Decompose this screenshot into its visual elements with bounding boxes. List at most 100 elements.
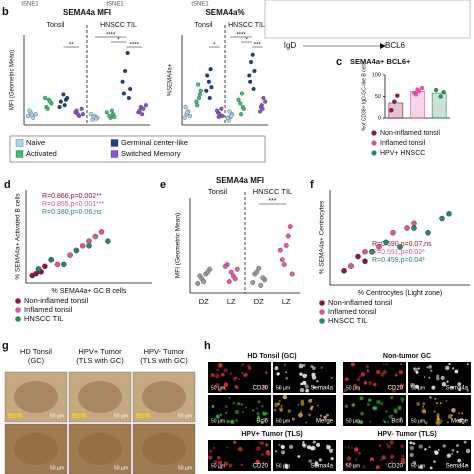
ihc-image: [132, 423, 196, 474]
channel-label: Merge: [316, 419, 334, 425]
plot-title: SEMA4a MFI: [216, 176, 264, 185]
cell-signal: [241, 371, 244, 374]
dot: [207, 95, 212, 101]
dot: [79, 106, 84, 111]
cell-signal: [243, 374, 246, 377]
plot-title: SEMA4a%: [205, 8, 244, 17]
dot: [252, 68, 257, 74]
cell-signal: [428, 364, 432, 369]
significance: **: [69, 43, 74, 49]
scale-label: 50 µm: [346, 418, 360, 424]
cell-signal: [316, 380, 319, 383]
cell-signal: [358, 452, 361, 455]
scale-label: 50 µm: [114, 413, 128, 419]
dot: [48, 256, 54, 263]
cell-signal: [266, 451, 271, 456]
cell-signal: [394, 373, 398, 377]
legend-label: HPV+ HNSCC: [380, 150, 425, 157]
cell-signal: [399, 383, 405, 388]
cell-signal: [299, 372, 303, 376]
x-tick-label: LZ: [227, 297, 236, 306]
cell-signal: [466, 464, 468, 466]
dot: [389, 108, 394, 113]
cell-signal: [302, 443, 306, 447]
cell-signal: [442, 444, 446, 448]
dot: [58, 99, 63, 104]
cell-signal: [256, 446, 261, 451]
cell-signal: [308, 459, 312, 463]
dot: [256, 265, 262, 271]
cell-signal: [366, 369, 370, 373]
cell-signal: [307, 445, 311, 450]
cell-signal: [365, 364, 370, 369]
cell-signal: [308, 413, 312, 417]
cell-signal: [230, 419, 235, 424]
cell-signal: [352, 463, 356, 467]
image-title: HPV+ Tumor: [78, 347, 122, 356]
dot: [107, 113, 112, 119]
cell-signal: [359, 396, 364, 401]
dot: [196, 95, 202, 101]
dot: [279, 257, 285, 263]
cell-signal: [312, 440, 316, 444]
cell-signal: [319, 414, 323, 417]
dot: [239, 112, 244, 117]
cell-signal: [385, 410, 388, 413]
panel-a-box: [264, 0, 471, 39]
cell-signal: [426, 366, 429, 369]
cell-signal: [344, 377, 349, 382]
cell-signal: [387, 421, 390, 424]
dot: [35, 266, 42, 272]
cell-signal: [284, 364, 286, 366]
x-axis-label: % Centrocytes (Light zone): [358, 290, 442, 297]
cell-signal: [358, 388, 361, 391]
dot: [27, 108, 32, 113]
x-tick-label: DZ: [199, 297, 209, 306]
cell-signal: [390, 396, 394, 400]
cell-signal: [311, 366, 316, 371]
dot: [94, 116, 99, 121]
legend-label: Activated: [26, 149, 57, 158]
cell-signal: [302, 373, 307, 379]
significance: ****: [236, 33, 246, 39]
x-tick-label: LZ: [282, 297, 291, 306]
cell-signal: [299, 387, 305, 393]
dot: [205, 73, 210, 78]
cell-signal: [316, 442, 321, 447]
cell-signal: [372, 406, 376, 410]
dot: [204, 88, 209, 93]
dot: [89, 112, 94, 117]
legend-marker: [371, 140, 377, 146]
cell-signal: [393, 408, 398, 413]
cell-signal: [276, 402, 280, 406]
cell-signal: [379, 458, 382, 461]
cell-signal: [360, 412, 364, 416]
dot: [258, 282, 264, 288]
cell-signal: [278, 399, 281, 402]
cell-signal: [222, 386, 226, 390]
dot: [238, 101, 243, 106]
cell-signal: [314, 461, 318, 465]
dot: [182, 115, 187, 120]
fluorescence-image: [273, 395, 336, 426]
dot: [362, 248, 368, 255]
y-axis-label: %of CD38+ IgD-GC-like B cells: [361, 61, 367, 131]
cell-signal: [256, 411, 260, 416]
legend-marker: [319, 309, 325, 315]
dot: [61, 261, 67, 268]
cell-signal: [325, 444, 328, 447]
ihc-region: [14, 381, 58, 413]
dot: [248, 79, 253, 84]
cell-signal: [466, 363, 469, 366]
cell-signal: [245, 406, 247, 409]
scale-label: 50 µm: [276, 463, 290, 469]
stain-label: Bcl6: [72, 413, 87, 420]
cell-signal: [460, 412, 463, 415]
cell-signal: [386, 444, 391, 449]
cell-signal: [431, 385, 436, 390]
dot: [216, 114, 221, 119]
cell-signal: [382, 363, 385, 366]
cell-signal: [224, 389, 227, 391]
cell-signal: [428, 376, 431, 379]
cell-signal: [376, 369, 381, 375]
